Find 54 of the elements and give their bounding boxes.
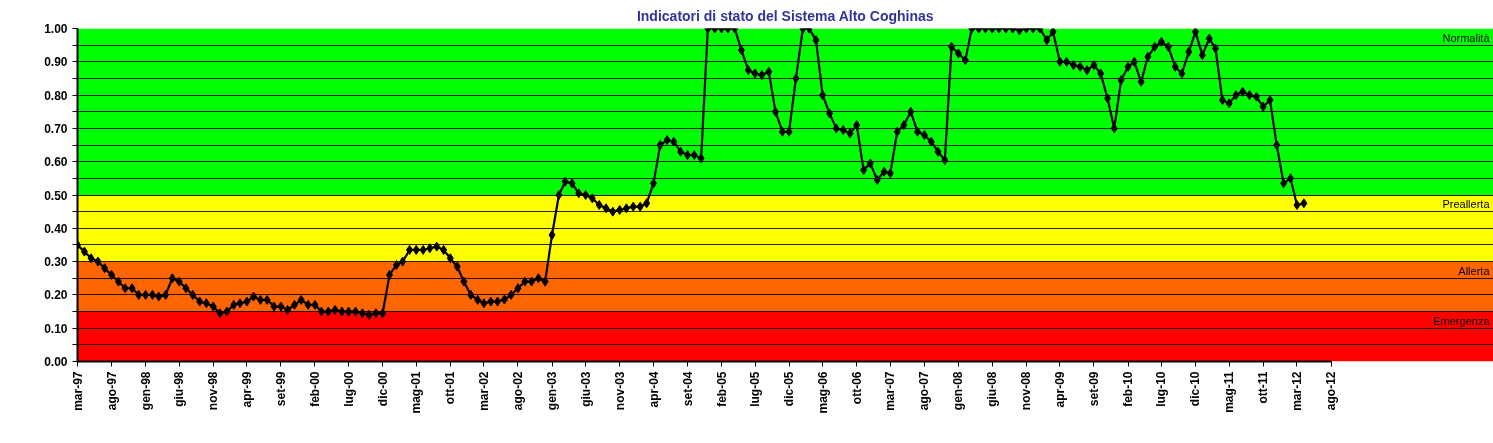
y-tick-label: 0.80 (44, 88, 68, 103)
x-tick-label: mar-02 (476, 371, 491, 411)
band-label: Normalità (1442, 31, 1491, 44)
x-tick-label: mag-11 (1222, 371, 1237, 413)
y-tick-label: 0.90 (44, 55, 68, 70)
x-tick-label: feb-00 (307, 371, 322, 407)
x-tick-label: ott-11 (1256, 371, 1271, 404)
chart-title: Indicatori di stato del Sistema Alto Coghinas (636, 7, 934, 24)
x-tick-label: dic-10 (1188, 371, 1203, 407)
x-tick-label: dic-00 (375, 371, 390, 407)
x-tick-label: ago-02 (510, 371, 525, 411)
x-tick-label: nov-03 (612, 371, 627, 411)
y-tick-label: 0.10 (44, 321, 68, 336)
y-tick-label: 0.40 (44, 221, 68, 236)
x-tick-label: apr-99 (239, 371, 254, 408)
x-tick-label: gen-03 (545, 371, 560, 411)
y-tick-label: 0.70 (44, 121, 68, 136)
x-tick-label: mar-07 (883, 371, 898, 411)
x-tick-label: dic-05 (782, 371, 797, 407)
y-tick-label: 1.00 (44, 22, 68, 36)
x-tick-label: ago-07 (917, 371, 932, 411)
band-label: Preallerta (1442, 198, 1491, 210)
x-tick-label: lug-10 (1154, 371, 1169, 407)
x-tick-label: ago-97 (104, 371, 119, 411)
x-tick-label: set-09 (1086, 371, 1101, 407)
x-tick-label: mag-01 (409, 371, 424, 414)
x-tick-label: apr-04 (646, 371, 661, 408)
x-tick-label: set-99 (273, 371, 288, 407)
x-tick-label: lug-00 (341, 371, 356, 407)
x-tick-label: feb-10 (1121, 371, 1136, 407)
x-tick-label: gen-98 (138, 371, 153, 411)
x-tick-label: feb-05 (714, 371, 729, 407)
x-tick-label: ott-01 (443, 371, 458, 405)
y-tick-label: 0.50 (44, 188, 68, 203)
x-tick-label: nov-08 (1019, 371, 1034, 411)
x-tick-label: giu-03 (578, 371, 593, 407)
x-tick-label: mar-12 (1289, 371, 1304, 411)
x-tick-label: set-04 (680, 371, 695, 407)
x-tick-label: mar-97 (70, 371, 85, 411)
x-tick-label: giu-98 (172, 371, 187, 407)
x-tick-label: mag-06 (815, 371, 830, 414)
x-tick-label: ago-12 (1324, 371, 1339, 411)
x-tick-label: ott-06 (849, 371, 864, 405)
band-label: Emergenza (1433, 314, 1491, 327)
x-tick-label: giu-08 (985, 371, 1000, 407)
y-tick-label: 0.60 (44, 155, 68, 170)
y-tick-label: 0.30 (44, 255, 68, 270)
y-tick-label: 0.20 (44, 288, 68, 303)
y-tick-label: 0.00 (44, 355, 68, 369)
x-tick-label: lug-05 (748, 371, 763, 407)
x-tick-label: apr-09 (1052, 371, 1067, 408)
x-tick-label: nov-98 (206, 371, 221, 411)
band-label: Allerta (1458, 264, 1491, 277)
x-tick-label: gen-08 (951, 371, 966, 411)
